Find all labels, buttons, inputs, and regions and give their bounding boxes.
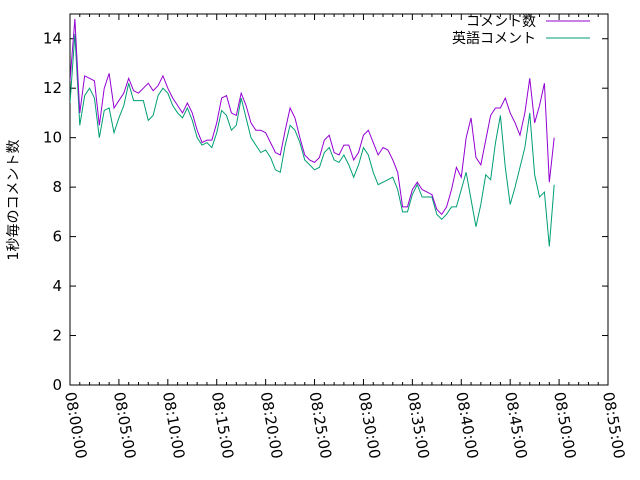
y-tick-label: 14 bbox=[43, 30, 62, 48]
y-tick-label: 12 bbox=[43, 79, 62, 97]
series-line bbox=[70, 33, 555, 247]
x-tick-label: 08:45:00 bbox=[501, 391, 530, 460]
x-tick-label: 08:35:00 bbox=[403, 391, 432, 460]
x-tick-label: 08:10:00 bbox=[159, 391, 188, 460]
plot-frame bbox=[69, 13, 609, 386]
y-tick-label: 0 bbox=[52, 376, 62, 394]
x-axis-ticks: 08:00:00 08:05:00 08:10:00 08:15:00 08:20:00… bbox=[61, 14, 628, 460]
x-tick-label: 08:50:00 bbox=[550, 391, 579, 460]
x-tick-label: 08:05:00 bbox=[110, 391, 139, 460]
y-tick-label: 4 bbox=[52, 277, 62, 295]
y-tick-label: 10 bbox=[43, 129, 62, 147]
x-tick-label: 08:00:00 bbox=[61, 391, 90, 460]
x-tick-label: 08:40:00 bbox=[452, 391, 481, 460]
x-tick-label: 08:20:00 bbox=[257, 391, 286, 460]
x-tick-label: 08:15:00 bbox=[208, 391, 237, 460]
series-layer bbox=[70, 18, 555, 247]
x-tick-label: 08:30:00 bbox=[355, 391, 384, 460]
x-tick-label: 08:55:00 bbox=[599, 391, 628, 460]
y-axis-ticks: 0 2 4 6 8 10 12 14 bbox=[43, 30, 608, 394]
y-axis-label: 1秒毎のコメント数 bbox=[6, 140, 22, 261]
y-tick-label: 2 bbox=[52, 327, 62, 345]
legend-label: 英語コメント bbox=[452, 30, 536, 47]
x-tick-label: 08:25:00 bbox=[306, 391, 335, 460]
series-line bbox=[70, 18, 555, 216]
y-tick-label: 8 bbox=[52, 178, 62, 196]
y-tick-label: 6 bbox=[52, 228, 62, 246]
legend-label: コメント数 bbox=[466, 14, 536, 30]
